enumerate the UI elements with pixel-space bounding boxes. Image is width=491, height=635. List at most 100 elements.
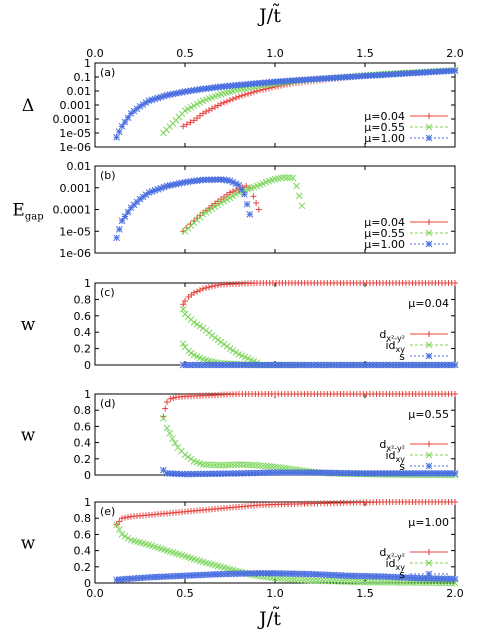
- data-point: [217, 461, 225, 469]
- legend-swatch-marker: [425, 134, 433, 142]
- data-point: [254, 88, 260, 94]
- data-point: [265, 463, 273, 470]
- data-point: [245, 90, 251, 97]
- y-axis-label: w: [21, 315, 36, 335]
- data-point: [396, 470, 404, 477]
- y-tick-label: 0.2: [74, 561, 92, 574]
- legend-label: μ=0.04: [364, 110, 405, 123]
- data-point: [200, 285, 206, 292]
- data-point: [223, 461, 231, 469]
- legend-swatch-marker: [425, 240, 433, 248]
- y-tick-label: 1e-05: [59, 225, 91, 238]
- panel-tag: (a): [100, 66, 115, 79]
- data-point: [211, 334, 219, 342]
- series-1: [181, 174, 306, 235]
- y-axis-label: w: [21, 426, 36, 446]
- data-point: [361, 470, 369, 477]
- data-point: [219, 470, 227, 477]
- data-point: [226, 194, 234, 202]
- data-point: [438, 470, 446, 477]
- bottom-x-axis-label: J/t̃: [257, 607, 281, 630]
- data-point: [220, 461, 228, 469]
- legend-swatch-marker: [425, 229, 433, 237]
- data-point: [262, 462, 270, 470]
- data-point: [314, 361, 321, 369]
- data-point: [271, 569, 279, 577]
- data-point: [320, 361, 328, 369]
- data-point: [113, 234, 120, 242]
- data-point: [212, 104, 218, 111]
- data-point: [202, 209, 210, 216]
- data-point: [380, 579, 388, 586]
- legend-entry: s: [399, 350, 448, 363]
- data-point: [203, 470, 211, 478]
- data-point: [281, 361, 289, 369]
- data-point: [256, 462, 264, 469]
- data-point: [445, 361, 452, 369]
- data-point: [448, 361, 456, 369]
- y-tick-label: 0.2: [74, 453, 92, 466]
- data-point: [122, 514, 128, 521]
- data-point: [115, 526, 123, 533]
- data-point: [329, 577, 337, 585]
- data-point: [415, 361, 423, 369]
- data-point: [355, 578, 363, 586]
- data-point: [113, 521, 120, 529]
- series-layer: [179, 280, 459, 369]
- y-tick-label: 1: [84, 496, 91, 509]
- legend-entry: s: [399, 568, 448, 581]
- legend-entry: μ=1.00: [364, 132, 448, 145]
- top-x-tick-label: 2.0: [446, 47, 464, 60]
- data-point: [293, 182, 300, 190]
- data-point: [301, 469, 308, 476]
- data-point: [203, 284, 209, 291]
- data-point: [113, 133, 120, 141]
- y-tick-label: 1e-05: [59, 127, 91, 140]
- data-point: [333, 577, 340, 585]
- data-point: [342, 578, 350, 585]
- y-tick-label: 0.8: [74, 512, 92, 525]
- data-point: [253, 461, 261, 469]
- legend-swatch-marker: [425, 352, 433, 360]
- data-point: [211, 461, 219, 469]
- data-point: [121, 118, 129, 126]
- legend-label-subscript: x²-y²: [386, 334, 405, 343]
- data-point: [339, 578, 347, 585]
- data-point: [209, 105, 215, 112]
- data-point: [215, 282, 221, 289]
- series-2: [113, 569, 459, 584]
- data-point: [390, 579, 398, 586]
- data-point: [171, 439, 179, 447]
- data-point: [418, 361, 426, 369]
- data-point: [227, 189, 233, 196]
- data-point: [229, 347, 237, 354]
- data-point: [271, 361, 279, 369]
- data-point: [223, 343, 231, 350]
- data-point: [258, 361, 266, 369]
- data-point: [451, 361, 459, 369]
- data-point: [193, 320, 201, 328]
- data-point: [209, 361, 217, 369]
- y-tick-label: 0.8: [74, 404, 92, 417]
- legend-entry: μ=0.55: [364, 121, 448, 134]
- data-point: [227, 97, 233, 104]
- data-point: [214, 336, 222, 344]
- data-point: [393, 579, 401, 586]
- panel-tag: (e): [100, 505, 115, 518]
- data-point: [220, 197, 228, 205]
- data-point: [295, 192, 303, 200]
- data-point: [324, 361, 331, 369]
- data-point: [125, 514, 131, 521]
- y-axis-label: Egap: [12, 201, 43, 223]
- legend: μ=0.04μ=0.55μ=1.00: [364, 216, 448, 251]
- data-point: [205, 461, 213, 469]
- data-point: [246, 210, 254, 218]
- data-point: [304, 361, 312, 369]
- data-point: [180, 123, 187, 130]
- data-point: [230, 188, 236, 195]
- legend-swatch-marker: [425, 570, 433, 578]
- data-point: [217, 199, 225, 207]
